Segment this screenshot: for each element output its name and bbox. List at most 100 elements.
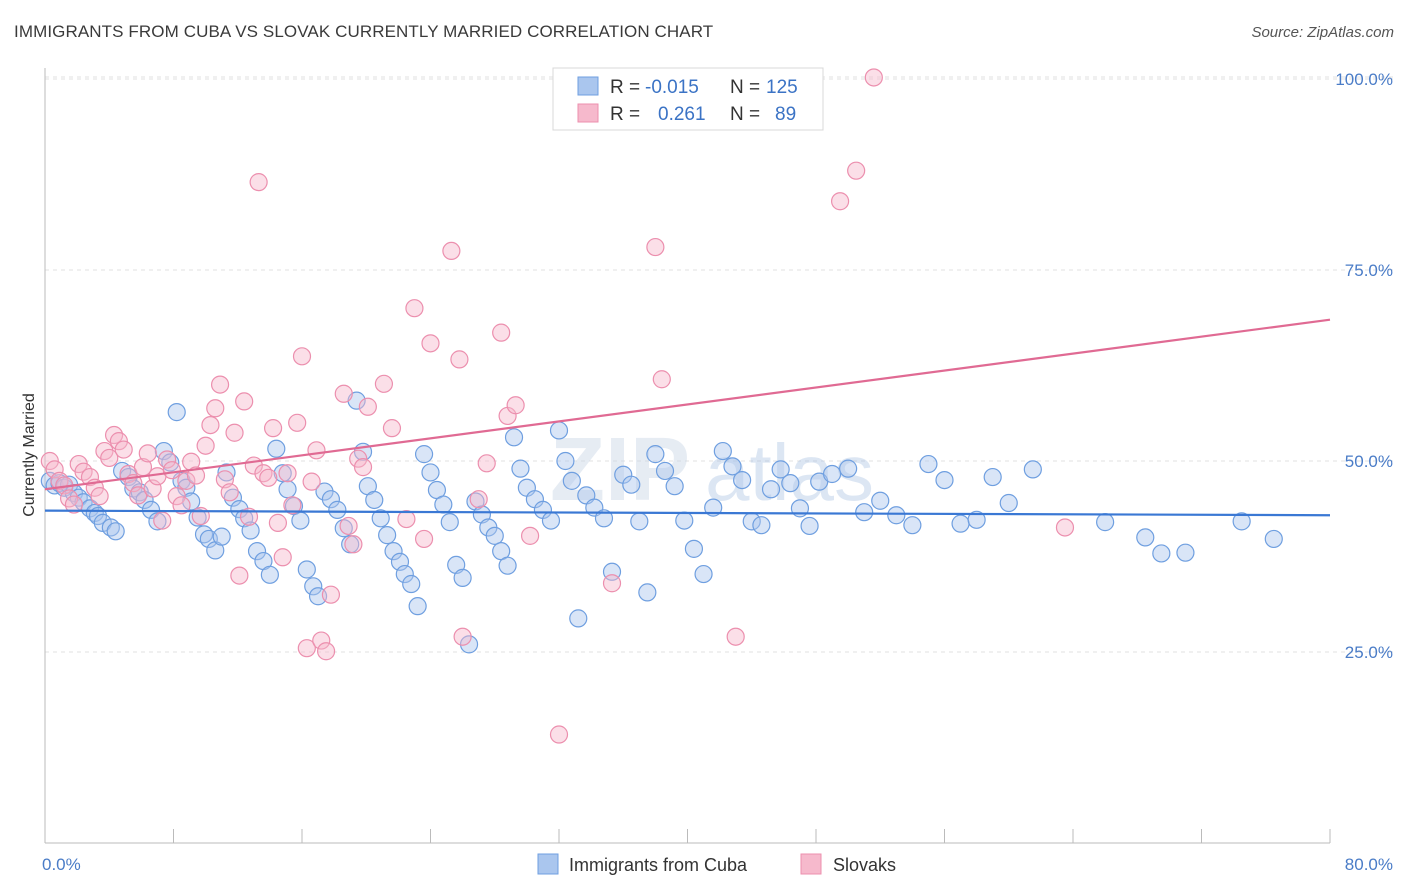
cuba-point-64 xyxy=(414,445,434,464)
legend-n-label-slovak: N = xyxy=(730,104,760,125)
slovak-point-38 xyxy=(225,423,244,442)
cuba-point-94 xyxy=(630,512,649,531)
cuba-point-107 xyxy=(752,516,771,535)
watermark-zip: ZIP xyxy=(550,420,690,520)
cuba-point-101 xyxy=(694,564,713,584)
slovak-point-54 xyxy=(302,472,321,491)
cuba-point-78 xyxy=(504,428,524,447)
slovak-point-15 xyxy=(114,440,133,459)
slovak-point-85 xyxy=(830,192,850,211)
slovak-point-69 xyxy=(414,529,434,549)
slovak-point-87 xyxy=(864,68,883,87)
cuba-point-34 xyxy=(230,500,249,519)
chart-title: IMMIGRANTS FROM CUBA VS SLOVAK CURRENTLY… xyxy=(14,22,714,41)
source-label: Source: ZipAtlas.com xyxy=(1251,24,1394,41)
cuba-point-132 xyxy=(1264,529,1283,549)
slovak-point-27 xyxy=(172,496,191,515)
axes xyxy=(44,68,1331,844)
cuba-point-32 xyxy=(217,463,236,482)
slovak-point-73 xyxy=(453,627,472,646)
slovak-point-5 xyxy=(64,495,84,514)
cuba-point-40 xyxy=(267,439,286,458)
slovak-point-86 xyxy=(847,161,866,180)
slovak-point-4 xyxy=(59,489,79,508)
cuba-point-129 xyxy=(1152,544,1171,563)
cuba-point-19 xyxy=(141,500,161,519)
cuba-point-126 xyxy=(1023,460,1042,479)
cuba-point-130 xyxy=(1176,543,1195,562)
cuba-point-44 xyxy=(291,511,310,530)
slovak-point-75 xyxy=(477,454,496,473)
slovak-point-53 xyxy=(297,639,316,658)
cuba-point-120 xyxy=(919,454,938,474)
cuba-point-131 xyxy=(1232,512,1251,531)
cuba-point-114 xyxy=(822,464,842,484)
cuba-point-86 xyxy=(562,471,581,490)
legend-n-value-cuba: 125 xyxy=(766,77,798,98)
cuba-point-112 xyxy=(800,516,819,536)
slovak-point-80 xyxy=(549,725,569,744)
slovak-point-67 xyxy=(397,509,416,529)
trend-lines xyxy=(44,318,1331,517)
cuba-point-127 xyxy=(1096,513,1115,532)
slovak-point-60 xyxy=(339,516,358,536)
legend-n-value-slovak: 89 xyxy=(775,104,796,125)
slovak-point-88 xyxy=(1055,518,1075,537)
slovak-point-28 xyxy=(177,471,196,490)
slovak-point-49 xyxy=(278,464,297,483)
cuba-point-118 xyxy=(887,506,906,525)
cuba-point-65 xyxy=(421,463,440,482)
cuba-point-58 xyxy=(378,526,397,545)
cuba-point-37 xyxy=(247,542,267,561)
cuba-point-36 xyxy=(241,521,260,540)
cuba-point-79 xyxy=(511,459,530,478)
cuba-point-119 xyxy=(903,516,922,535)
cuba-point-20 xyxy=(148,512,167,531)
cuba-point-59 xyxy=(384,542,403,561)
slovak-point-74 xyxy=(469,490,488,509)
cuba-point-124 xyxy=(983,467,1002,487)
slovak-point-41 xyxy=(239,507,259,526)
cuba-point-50 xyxy=(328,500,347,519)
cuba-point-116 xyxy=(855,503,874,522)
slovak-point-8 xyxy=(80,467,100,487)
slovak-point-31 xyxy=(191,506,210,526)
legend-n-label-cuba: N = xyxy=(730,77,760,98)
cuba-point-68 xyxy=(440,513,459,532)
cuba-point-125 xyxy=(999,493,1018,513)
bottom-legend-swatch-slovak xyxy=(800,853,822,875)
cuba-point-77 xyxy=(498,556,517,575)
cuba-point-87 xyxy=(569,609,588,628)
slovak-point-1 xyxy=(45,460,64,479)
slovak-point-37 xyxy=(220,483,239,502)
legend-r-label-slovak: R = xyxy=(610,104,640,125)
slovak-point-30 xyxy=(186,466,206,485)
cuba-point-70 xyxy=(453,568,472,587)
slovak-point-65 xyxy=(374,374,394,393)
cuba-point-13 xyxy=(106,522,125,541)
cuba-point-49 xyxy=(321,490,341,509)
bottom-legend-label-cuba: Immigrants from Cuba xyxy=(569,855,748,875)
cuba-point-84 xyxy=(549,421,569,440)
cuba-point-22 xyxy=(161,453,180,472)
watermark-atlas: atlas xyxy=(705,428,874,517)
x-tick-label-0: 0.0% xyxy=(42,855,81,874)
cuba-point-45 xyxy=(297,560,316,579)
cuba-point-117 xyxy=(871,491,890,510)
cuba-point-95 xyxy=(638,583,657,602)
cuba-point-42 xyxy=(278,480,297,499)
cuba-point-31 xyxy=(212,527,231,546)
cuba-point-123 xyxy=(967,510,986,529)
slovak-point-35 xyxy=(210,375,230,394)
slovak-point-33 xyxy=(201,415,220,435)
slovak-point-78 xyxy=(506,396,525,415)
slovak-point-81 xyxy=(602,574,622,593)
slovak-point-76 xyxy=(492,323,511,342)
cuba-point-56 xyxy=(365,490,384,510)
trend-line-slovak xyxy=(44,318,1331,491)
slovak-point-62 xyxy=(349,449,368,468)
cuba-point-67 xyxy=(434,495,453,514)
y-tick-label-0: 25.0% xyxy=(1345,643,1393,662)
slovak-point-59 xyxy=(334,384,353,403)
slovak-point-40 xyxy=(235,392,254,411)
